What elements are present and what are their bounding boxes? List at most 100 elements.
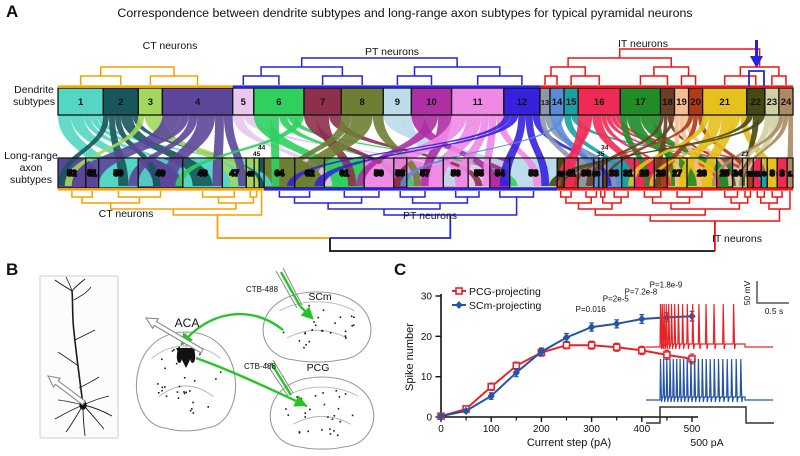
cell-dot — [344, 393, 347, 395]
legend-marker-diamond-icon — [455, 301, 463, 309]
cell-dot — [164, 386, 166, 388]
cell-dot — [161, 358, 163, 361]
dendro-branch — [343, 191, 380, 198]
cell-dot — [298, 432, 301, 434]
cell-dot — [173, 348, 175, 351]
p-value-annotation: P=1.8e-9 — [650, 281, 683, 290]
y-tick-label: 30 — [421, 292, 433, 303]
cell-dot — [296, 396, 298, 398]
error-cap — [639, 345, 645, 356]
x-tick-label: 500 — [684, 424, 701, 435]
axon-box-label-35: 35 — [597, 151, 605, 158]
panel-c-label: C — [394, 260, 407, 279]
ribbon-14-58 — [400, 115, 565, 186]
ribbon-3-45 — [150, 115, 260, 186]
axon-box-label-25: 25 — [720, 168, 730, 178]
dendrite-row-label: Dendrite subtypes — [12, 84, 56, 108]
dendrite-box-label-11: 11 — [473, 97, 484, 108]
cell-dot — [185, 391, 187, 394]
scm-brain-section-cortex-line — [279, 301, 355, 312]
dendrite-box-label-24: 24 — [781, 97, 792, 108]
cell-dot — [314, 395, 317, 397]
y-tick-label: 20 — [421, 332, 433, 343]
cell-dot — [321, 429, 323, 431]
axon-box-label-59: 59 — [374, 168, 384, 178]
cell-dot — [177, 397, 180, 399]
ribbon-24-24 — [739, 115, 789, 186]
axon-box-label-53: 53 — [529, 168, 539, 178]
dendro-branch — [744, 191, 752, 198]
data-marker-diamond — [562, 333, 571, 342]
cell-dot — [305, 405, 307, 407]
dendro-branch — [476, 75, 523, 85]
ribbon-12-53 — [525, 115, 550, 186]
current-step-trace — [646, 406, 774, 424]
neuron-dendrite — [73, 286, 92, 301]
ribbon-16-43 — [557, 115, 593, 186]
axon-box-label-50: 50 — [114, 168, 124, 178]
cell-dot — [189, 409, 192, 412]
pcg-brain-section — [269, 376, 375, 450]
ribbon-6-49 — [175, 115, 304, 186]
axon-box-label-34: 34 — [601, 145, 609, 152]
cell-dot — [345, 337, 347, 339]
cell-dot — [311, 329, 313, 331]
neuron-dendrite — [57, 351, 78, 366]
dendro-branch — [639, 75, 669, 85]
cell-dot — [193, 380, 196, 382]
data-marker-diamond — [512, 368, 520, 377]
ct-neurons-bottom-label: CT neurons — [99, 208, 154, 220]
ribbon-4-52 — [71, 115, 180, 186]
ribbon-21-29 — [649, 115, 741, 186]
dendro-branch — [730, 197, 749, 204]
axon-box-label-49: 49 — [156, 168, 166, 178]
aca-brain-section-inner-line — [158, 385, 214, 398]
it-neurons-bottom-label: IT neurons — [712, 233, 762, 245]
dendrite-box-label-12: 12 — [517, 97, 528, 108]
axon-box-label-46: 46 — [247, 171, 255, 178]
cell-dot — [183, 377, 186, 379]
scm-brain-section-outline — [262, 291, 372, 363]
axon-box-label-22: 22 — [747, 171, 755, 178]
neuron-dendrite — [74, 329, 96, 341]
scm-injection-arrow — [299, 305, 314, 320]
cell-dot — [282, 331, 285, 334]
figure-title: Correspondence between dendrite subtypes… — [117, 6, 692, 20]
ribbon-12-64 — [287, 115, 511, 186]
cell-dot — [304, 412, 307, 414]
cell-dot — [304, 332, 306, 334]
group-bar-top-it — [540, 85, 793, 88]
axon-box-label-41: 41 — [566, 168, 576, 178]
dendro-branch — [300, 57, 458, 67]
dendrite-box-label-15: 15 — [566, 97, 577, 108]
cell-dot — [178, 385, 181, 388]
data-marker-diamond — [613, 319, 621, 328]
data-marker-square — [663, 351, 671, 359]
scm-pipette-dye — [279, 271, 302, 307]
x-tick-label: 400 — [633, 424, 650, 435]
ribbon-1-49 — [70, 115, 154, 186]
join-ct — [216, 215, 330, 239]
axon-box-label-1: 1 — [788, 171, 792, 178]
x-tick-label: 100 — [483, 424, 500, 435]
axon-box-label-29: 29 — [640, 168, 650, 178]
dendrite-box-label-5: 5 — [241, 97, 247, 108]
cell-dot — [336, 434, 339, 437]
pcg-pipette-line2 — [272, 359, 294, 394]
dendro-branch — [567, 57, 673, 67]
axon-box-label-44: 44 — [258, 145, 266, 152]
ribbon-19-25 — [683, 115, 733, 186]
ribbon-11-56 — [455, 115, 489, 186]
dendro-branch — [327, 203, 441, 210]
aca-label: ACA — [175, 316, 200, 330]
legend-marker-square-icon — [455, 287, 463, 295]
dendro-branch — [411, 197, 469, 204]
cell-dot — [298, 340, 301, 342]
cell-dot — [339, 420, 342, 423]
group-bar-bottom-ct — [58, 188, 264, 191]
neuron-image-frame — [39, 275, 119, 439]
axon-box-label-31: 31 — [623, 168, 633, 178]
ribbon-6-57 — [278, 115, 414, 186]
